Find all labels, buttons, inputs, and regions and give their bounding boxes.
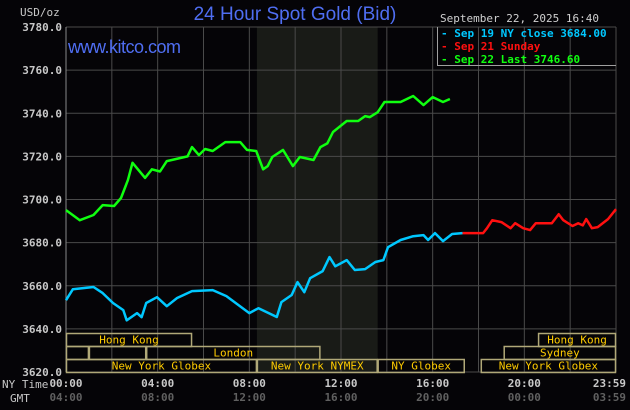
legend-label: Sep 22 Last 3746.60 bbox=[454, 53, 581, 66]
x-tick-label-ny: 08:00 bbox=[233, 377, 266, 390]
y-tick-label: 3660.0 bbox=[22, 280, 62, 293]
timestamp: September 22, 2025 16:40 bbox=[440, 12, 599, 25]
session-label: London bbox=[213, 347, 253, 360]
y-tick-label: 3620.0 bbox=[22, 366, 62, 379]
series-line-0 bbox=[64, 231, 463, 322]
session-box bbox=[480, 358, 617, 374]
x-tick-label-gmt: 16:00 bbox=[324, 391, 357, 404]
x-tick-label-gmt: 12:00 bbox=[233, 391, 266, 404]
y-tick-label: 3780.0 bbox=[22, 21, 62, 34]
y-tick-label: 3680.0 bbox=[22, 237, 62, 250]
x-tick-label-ny: 16:00 bbox=[416, 377, 449, 390]
series-line-1 bbox=[462, 208, 617, 235]
legend: - Sep 19 NY close 3684.00 - Sep 21 Sunda… bbox=[437, 27, 616, 66]
legend-label: Sep 21 Sunday bbox=[454, 40, 541, 53]
y-tick-label: 3640.0 bbox=[22, 323, 62, 336]
series-line-2 bbox=[65, 94, 451, 222]
session-label: New York Globex bbox=[499, 360, 599, 373]
x-tick-label-ny: 12:00 bbox=[324, 377, 357, 390]
x-tick-label-ny: 00:00 bbox=[49, 377, 82, 390]
session-label: Hong Kong bbox=[547, 334, 607, 347]
legend-item-sep19: - Sep 19 NY close 3684.00 bbox=[441, 27, 607, 40]
session-label: Sydney bbox=[540, 347, 580, 360]
session-label: New York NYMEX bbox=[271, 360, 364, 373]
legend-label: Sep 19 NY close 3684.00 bbox=[454, 27, 607, 40]
y-tick-label: 3760.0 bbox=[22, 64, 62, 77]
y-tick-label: 3720.0 bbox=[22, 150, 62, 163]
x-tick-label-gmt: 04:00 bbox=[49, 391, 82, 404]
session-box bbox=[88, 345, 147, 361]
website-watermark[interactable]: www.kitco.com bbox=[68, 37, 181, 57]
chart-title: 24 Hour Spot Gold (Bid) bbox=[193, 4, 397, 25]
x-tick-label-gmt: 00:00 bbox=[508, 391, 541, 404]
session-box bbox=[65, 358, 258, 374]
session-box bbox=[256, 358, 378, 374]
y-tick-label: 3740.0 bbox=[22, 107, 62, 120]
x-tick-label-ny: 20:00 bbox=[508, 377, 541, 390]
x-tick-label-ny: 23:59 bbox=[593, 377, 626, 390]
session-label: New York Globex bbox=[112, 360, 212, 373]
session-box bbox=[65, 345, 90, 361]
x-tick-label-gmt: 20:00 bbox=[416, 391, 449, 404]
ny-time-label: NY Time bbox=[2, 378, 49, 391]
y-tick-label: 3700.0 bbox=[22, 194, 62, 207]
x-tick-label-gmt: 03:59 bbox=[593, 391, 626, 404]
x-tick-label-gmt: 08:00 bbox=[141, 391, 174, 404]
session-label: Hong Kong bbox=[99, 334, 159, 347]
gmt-label: GMT bbox=[10, 392, 30, 405]
session-box bbox=[377, 358, 465, 374]
x-tick-label-ny: 04:00 bbox=[141, 377, 174, 390]
legend-item-sep21: - Sep 21 Sunday bbox=[441, 40, 541, 53]
y-axis-unit: USD/oz bbox=[20, 6, 60, 19]
legend-item-sep22: - Sep 22 Last 3746.60 bbox=[441, 53, 581, 66]
session-label: NY Globex bbox=[391, 360, 451, 373]
